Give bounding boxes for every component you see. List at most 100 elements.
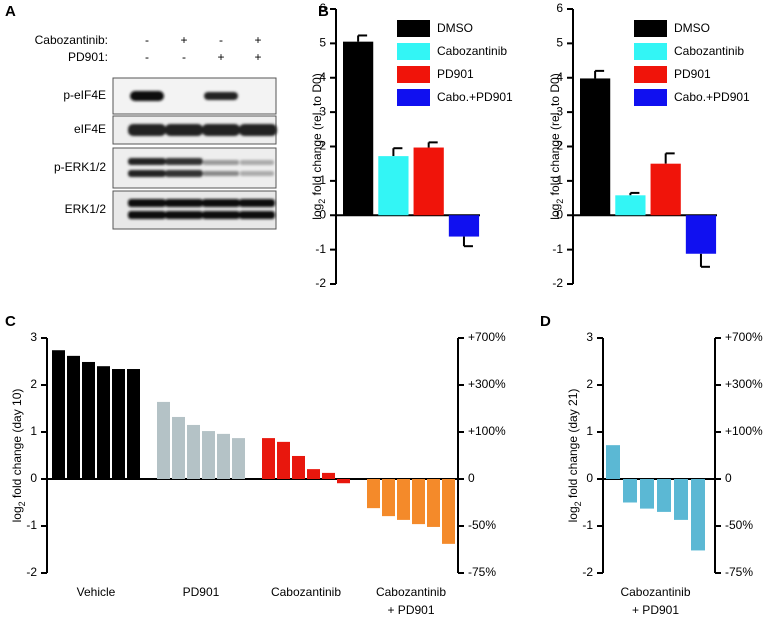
lane-sign: + xyxy=(180,33,187,47)
y2-tick-label: -75% xyxy=(725,565,753,579)
panel-label: D xyxy=(540,313,551,330)
y2-tick-label: +300% xyxy=(468,377,506,391)
y-axis-label-part: fold change (day 21) xyxy=(566,389,580,502)
y-axis-label-part: log xyxy=(310,204,324,220)
bar xyxy=(307,469,320,479)
y2-tick-label: +700% xyxy=(468,330,506,344)
y-axis-label: log2 fold change (day 21) xyxy=(566,389,583,523)
bar xyxy=(580,78,611,216)
bands xyxy=(128,91,277,219)
y-axis-label-part: fold change (day 10) xyxy=(10,389,24,502)
legend-swatch xyxy=(634,20,667,37)
band xyxy=(203,160,239,165)
legend-label: PD901 xyxy=(437,67,474,81)
lane-sign: - xyxy=(145,50,149,64)
bar xyxy=(367,479,380,509)
bar xyxy=(691,479,705,551)
band xyxy=(165,211,203,219)
legend-swatch xyxy=(634,66,667,83)
panel-label: B xyxy=(318,3,329,20)
legend-swatch xyxy=(397,66,430,83)
y2-tick-label: +700% xyxy=(725,330,763,344)
band xyxy=(128,158,166,165)
y-axis-label: log2 fold change (rel. to D0) xyxy=(548,73,565,219)
y-tick-label: 4 xyxy=(556,70,563,84)
y-tick-label: 0 xyxy=(556,207,563,221)
bar xyxy=(52,350,65,479)
y-axis-label-part: log xyxy=(566,506,580,522)
bar xyxy=(650,163,681,216)
bar xyxy=(448,215,480,237)
y-tick-label: 3 xyxy=(319,104,326,118)
bar xyxy=(615,195,646,216)
lane-sign: - xyxy=(219,33,223,47)
lane-sign: + xyxy=(217,50,224,64)
bar xyxy=(623,479,637,503)
y-tick-label: 4 xyxy=(319,70,326,84)
y-tick-label: 3 xyxy=(30,330,37,344)
y-tick-label: 2 xyxy=(556,139,563,153)
y2-tick-label: 0 xyxy=(468,471,475,485)
bar xyxy=(640,479,654,509)
bar xyxy=(657,479,671,512)
legend-swatch xyxy=(634,89,667,106)
band xyxy=(239,211,275,219)
bar xyxy=(67,355,80,479)
y-tick-label: 3 xyxy=(556,104,563,118)
band xyxy=(165,199,203,207)
bar xyxy=(412,479,425,525)
bar xyxy=(262,438,275,479)
group-label: PD901 xyxy=(183,585,220,599)
bar xyxy=(343,41,374,216)
y-tick-label: 1 xyxy=(556,173,563,187)
y-tick-label: 6 xyxy=(556,1,563,15)
bar xyxy=(606,445,620,479)
y-tick-label: 5 xyxy=(556,36,563,50)
legend-label: DMSO xyxy=(674,21,710,35)
bar xyxy=(292,455,305,479)
band xyxy=(128,124,166,136)
y-tick-label: -1 xyxy=(315,242,326,256)
bar xyxy=(202,431,215,479)
band xyxy=(202,199,240,207)
y-axis-label-part: 2 xyxy=(555,199,565,204)
blot-box xyxy=(112,190,277,230)
legend-label: Cabo.+PD901 xyxy=(437,90,513,104)
bar xyxy=(172,416,185,479)
blot-row-label: p-eIF4E xyxy=(63,88,106,102)
group-label: Vehicle xyxy=(77,585,116,599)
y-tick-label: 0 xyxy=(586,471,593,485)
legend-swatch xyxy=(397,43,430,60)
blot-row-label: ERK1/2 xyxy=(65,202,107,216)
band xyxy=(165,158,203,165)
legend-label: Cabo.+PD901 xyxy=(674,90,750,104)
bar xyxy=(82,361,95,479)
y-axis-label: log2 fold change (rel. to D0) xyxy=(310,73,327,219)
y-axis-label-part: 2 xyxy=(17,501,27,506)
y-tick-label: 2 xyxy=(30,377,37,391)
panel-label: A xyxy=(5,3,16,20)
band xyxy=(165,124,203,136)
bar xyxy=(277,441,290,479)
y2-tick-label: -50% xyxy=(725,518,753,532)
lane-sign: - xyxy=(145,33,149,47)
group-label: Cabozantinib xyxy=(620,585,690,599)
bar xyxy=(127,369,140,479)
y-tick-label: 0 xyxy=(30,471,37,485)
blot xyxy=(112,77,277,230)
treatment-label: PD901: xyxy=(68,50,108,64)
bar xyxy=(685,215,717,254)
blot-row-label: eIF4E xyxy=(74,122,106,136)
band xyxy=(239,124,277,136)
y-tick-label: -1 xyxy=(582,518,593,532)
bar xyxy=(413,147,444,216)
bar xyxy=(674,479,688,520)
y-tick-label: 1 xyxy=(319,173,326,187)
y-tick-label: 5 xyxy=(319,36,326,50)
group-label: Cabozantinib xyxy=(376,585,446,599)
band xyxy=(240,171,274,176)
bar xyxy=(382,479,395,517)
bar xyxy=(97,366,110,479)
band xyxy=(204,92,238,100)
